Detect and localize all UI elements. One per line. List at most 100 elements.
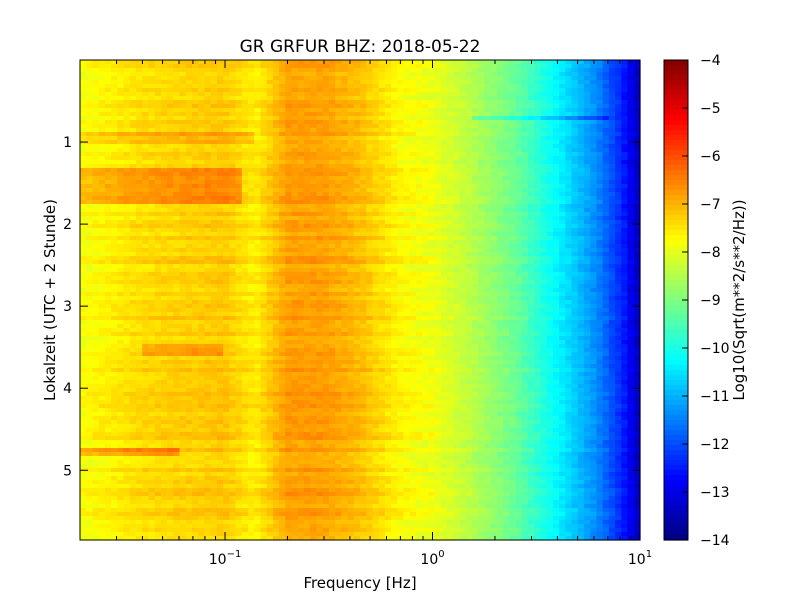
heatmap-cell xyxy=(160,180,168,185)
heatmap-cell xyxy=(608,96,616,101)
heatmap-cell xyxy=(136,72,143,77)
heatmap-cell xyxy=(148,60,156,65)
heatmap-cell xyxy=(341,152,349,157)
heatmap-cell xyxy=(210,108,218,113)
heatmap-cell xyxy=(297,272,305,277)
heatmap-cell xyxy=(111,80,118,85)
heatmap-cell xyxy=(241,196,249,201)
heatmap-cell xyxy=(260,224,268,229)
heatmap-cell xyxy=(391,100,398,105)
heatmap-cell xyxy=(148,124,156,129)
heatmap-cell xyxy=(216,168,224,173)
heatmap-cell xyxy=(136,272,143,277)
heatmap-cell xyxy=(341,200,349,205)
heatmap-cell xyxy=(254,124,262,129)
heatmap-cell xyxy=(384,180,392,185)
heatmap-cell xyxy=(447,112,454,117)
heatmap-cell xyxy=(248,132,255,137)
heatmap-cell xyxy=(279,92,286,97)
heatmap-cell xyxy=(248,128,255,133)
heatmap-cell xyxy=(447,208,454,213)
heatmap-cell xyxy=(285,280,293,285)
heatmap-cell xyxy=(304,164,311,169)
heatmap-cell xyxy=(615,144,622,149)
heatmap-cell xyxy=(409,164,417,169)
heatmap-cell xyxy=(216,216,224,221)
heatmap-cell xyxy=(478,104,486,109)
heatmap-cell xyxy=(204,244,212,249)
heatmap-cell xyxy=(316,276,324,281)
heatmap-cell xyxy=(353,108,361,113)
heatmap-cell xyxy=(422,104,430,109)
heatmap-cell xyxy=(142,164,150,169)
heatmap-cell xyxy=(490,124,498,129)
heatmap-cell xyxy=(565,68,573,73)
heatmap-cell xyxy=(528,136,535,141)
heatmap-cell xyxy=(129,204,137,209)
heatmap-cell xyxy=(266,92,274,97)
heatmap-cell xyxy=(80,188,87,193)
heatmap-cell xyxy=(279,200,286,205)
heatmap-cell xyxy=(210,100,218,105)
heatmap-cell xyxy=(627,200,635,205)
heatmap-cell xyxy=(496,216,504,221)
heatmap-cell xyxy=(459,260,467,265)
heatmap-cell xyxy=(552,220,560,225)
heatmap-cell xyxy=(484,240,492,245)
heatmap-cell xyxy=(372,200,380,205)
heatmap-cell xyxy=(416,252,423,257)
heatmap-cell xyxy=(571,240,579,245)
heatmap-cell xyxy=(496,248,504,253)
heatmap-cell xyxy=(229,200,237,205)
heatmap-cell xyxy=(596,120,604,125)
heatmap-cell xyxy=(465,168,473,173)
heatmap-cell xyxy=(422,212,430,217)
heatmap-cell xyxy=(353,120,361,125)
heatmap-cell xyxy=(440,92,448,97)
heatmap-cell xyxy=(447,200,454,205)
heatmap-cell xyxy=(241,156,249,161)
heatmap-cell xyxy=(428,68,436,73)
heatmap-cell xyxy=(272,136,280,141)
heatmap-cell xyxy=(633,268,641,273)
heatmap-cell xyxy=(434,172,442,177)
heatmap-cell xyxy=(409,80,417,85)
heatmap-cell xyxy=(104,180,112,185)
heatmap-cell xyxy=(310,224,318,229)
heatmap-cell xyxy=(440,120,448,125)
heatmap-cell xyxy=(503,240,510,245)
heatmap-cell xyxy=(428,176,436,181)
heatmap-cell xyxy=(459,104,467,109)
heatmap-cell xyxy=(366,68,374,73)
heatmap-cell xyxy=(360,260,367,265)
heatmap-cell xyxy=(496,80,504,85)
heatmap-cell xyxy=(584,264,591,269)
heatmap-cell xyxy=(503,216,510,221)
heatmap-cell xyxy=(279,140,286,145)
heatmap-cell xyxy=(378,192,386,197)
heatmap-cell xyxy=(472,216,479,221)
heatmap-cell xyxy=(104,228,112,233)
heatmap-cell xyxy=(515,256,523,261)
heatmap-cell xyxy=(478,76,486,81)
heatmap-cell xyxy=(540,224,548,229)
heatmap-cell xyxy=(111,220,118,225)
heatmap-cell xyxy=(123,248,131,253)
heatmap-cell xyxy=(565,172,573,177)
heatmap-cell xyxy=(428,168,436,173)
heatmap-cell xyxy=(179,132,187,137)
heatmap-cell xyxy=(384,112,392,117)
heatmap-cell xyxy=(291,148,299,153)
heatmap-cell xyxy=(428,124,436,129)
heatmap-cell xyxy=(577,152,585,157)
heatmap-cell xyxy=(391,84,398,89)
heatmap-cell xyxy=(372,232,380,237)
heatmap-cell xyxy=(521,84,529,89)
heatmap-cell xyxy=(198,100,206,105)
heatmap-cell xyxy=(86,268,94,273)
heatmap-cell xyxy=(347,68,355,73)
heatmap-cell xyxy=(540,144,548,149)
heatmap-cell xyxy=(577,224,585,229)
heatmap-cell xyxy=(198,268,206,273)
heatmap-cell xyxy=(552,72,560,77)
